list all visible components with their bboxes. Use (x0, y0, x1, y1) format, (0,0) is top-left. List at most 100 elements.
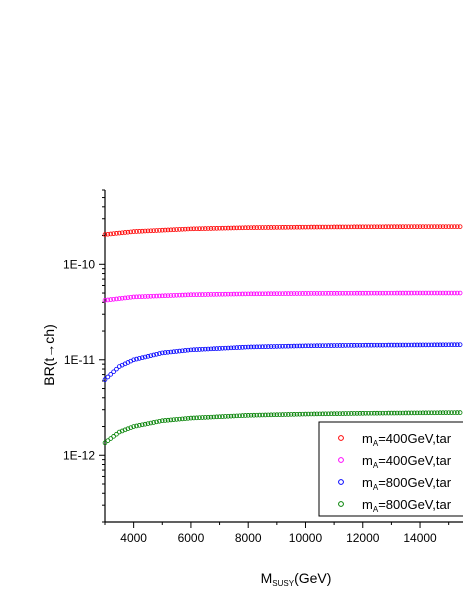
data-point (414, 290, 420, 296)
data-point (303, 411, 308, 417)
data-point (389, 342, 394, 348)
data-point (214, 346, 219, 351)
data-point (157, 351, 162, 356)
data-point (449, 290, 454, 296)
data-point (377, 290, 383, 296)
data-point (394, 290, 400, 296)
data-point (457, 290, 463, 296)
data-point (111, 231, 116, 236)
data-point (234, 413, 240, 419)
data-point (202, 292, 208, 297)
data-point (240, 291, 245, 297)
data-point (245, 291, 251, 297)
data-point (360, 411, 366, 416)
data-point (317, 291, 323, 296)
data-point (185, 347, 191, 353)
series-1 (102, 224, 463, 237)
data-point (400, 224, 406, 229)
data-point (432, 342, 437, 348)
data-point (231, 413, 237, 419)
data-point (271, 412, 277, 418)
data-point (403, 290, 409, 296)
data-point (222, 225, 228, 231)
data-point (168, 293, 174, 298)
data-point (397, 290, 403, 296)
data-point (337, 291, 343, 296)
data-point (131, 294, 136, 300)
data-point (452, 290, 457, 296)
data-point (182, 226, 188, 232)
data-point (231, 225, 237, 231)
data-point (222, 345, 228, 351)
data-point (377, 342, 383, 348)
data-point (283, 291, 288, 296)
data-point (394, 410, 400, 416)
data-point (263, 225, 268, 230)
data-point (369, 410, 374, 416)
data-point (145, 421, 151, 426)
data-point (280, 344, 285, 349)
data-point (268, 291, 274, 297)
data-point (363, 410, 368, 416)
data-point (294, 411, 300, 417)
data-point (117, 296, 122, 301)
data-point (251, 344, 257, 350)
series-3 (102, 342, 463, 382)
data-point (277, 344, 283, 349)
data-point (337, 224, 343, 230)
data-point (400, 290, 406, 296)
data-point (320, 224, 325, 230)
data-point (423, 342, 429, 348)
data-point (414, 342, 420, 348)
data-point (311, 291, 317, 296)
data-point (374, 410, 380, 416)
data-point (434, 224, 440, 229)
data-point (303, 291, 308, 296)
data-point (391, 410, 397, 416)
data-point (363, 290, 368, 296)
data-point (374, 290, 380, 296)
data-point (323, 291, 328, 296)
data-point (349, 224, 354, 230)
data-point (291, 412, 297, 417)
data-point (420, 290, 426, 296)
data-point (297, 411, 303, 417)
data-point (380, 410, 386, 416)
data-point (377, 410, 383, 416)
data-point (389, 410, 394, 416)
data-point (148, 353, 154, 358)
data-point (391, 342, 397, 348)
data-point (397, 342, 403, 348)
data-point (251, 291, 257, 297)
series-layer (102, 224, 463, 446)
data-point (243, 344, 248, 350)
data-point (154, 293, 159, 299)
data-point (303, 224, 308, 230)
data-point (114, 296, 119, 302)
data-point (188, 292, 194, 298)
x-tick-label: 10000 (289, 531, 323, 545)
data-point (366, 224, 371, 230)
data-point (374, 342, 380, 348)
data-point (205, 292, 211, 297)
data-point (443, 342, 449, 348)
data-point (240, 225, 245, 231)
data-point (134, 356, 139, 362)
data-point (354, 290, 360, 296)
data-point (311, 224, 317, 230)
data-point (432, 290, 437, 296)
data-point (323, 411, 328, 417)
data-point (237, 413, 242, 419)
data-point (389, 224, 394, 230)
y-tick-label: 1E-12 (63, 448, 95, 462)
data-point (265, 412, 271, 418)
data-point (291, 224, 297, 230)
data-point (182, 292, 188, 298)
data-point (271, 291, 277, 296)
data-point (326, 224, 331, 230)
data-point (331, 411, 337, 416)
data-point (434, 410, 440, 416)
data-point (217, 414, 222, 420)
data-point (208, 292, 214, 297)
data-point (371, 410, 377, 416)
